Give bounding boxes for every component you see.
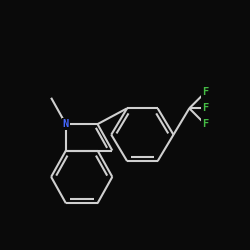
Text: N: N	[63, 119, 69, 129]
Text: F: F	[202, 88, 208, 98]
Text: F: F	[202, 103, 208, 113]
Text: F: F	[202, 119, 208, 129]
